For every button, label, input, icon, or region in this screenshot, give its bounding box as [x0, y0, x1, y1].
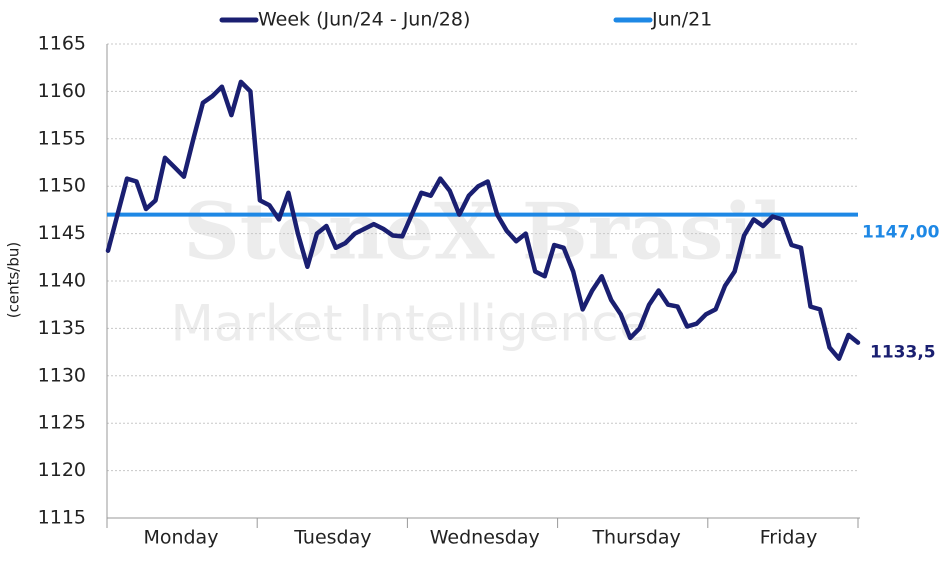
y-tick-label: 1160 — [38, 80, 86, 102]
y-tick-label: 1125 — [38, 412, 86, 434]
watermark: Market Intelligence — [171, 295, 650, 353]
y-tick-label: 1165 — [38, 33, 86, 55]
x-tick-label: Thursday — [591, 527, 680, 549]
y-tick-label: 1135 — [38, 317, 86, 339]
legend-label: Jun/21 — [651, 9, 712, 31]
x-tick-label: Wednesday — [430, 527, 540, 549]
y-tick-label: 1130 — [38, 364, 86, 386]
y-axis-label: (cents/bu) — [5, 242, 23, 318]
x-tick-label: Friday — [760, 527, 818, 549]
y-tick-label: 1145 — [38, 222, 86, 244]
data-label: 1133,5 — [870, 343, 936, 363]
reference-label: 1147,00 — [862, 223, 940, 243]
y-tick-label: 1140 — [38, 270, 86, 292]
x-tick-label: Tuesday — [293, 527, 371, 549]
watermark: StoneX Brasil — [183, 187, 782, 278]
legend-label: Week (Jun/24 - Jun/28) — [258, 9, 470, 31]
y-tick-label: 1115 — [38, 507, 86, 529]
data-line — [105, 79, 861, 361]
x-tick-label: Monday — [143, 527, 218, 549]
y-tick-label: 1120 — [38, 459, 86, 481]
y-tick-label: 1150 — [38, 175, 86, 197]
y-tick-label: 1155 — [38, 127, 86, 149]
